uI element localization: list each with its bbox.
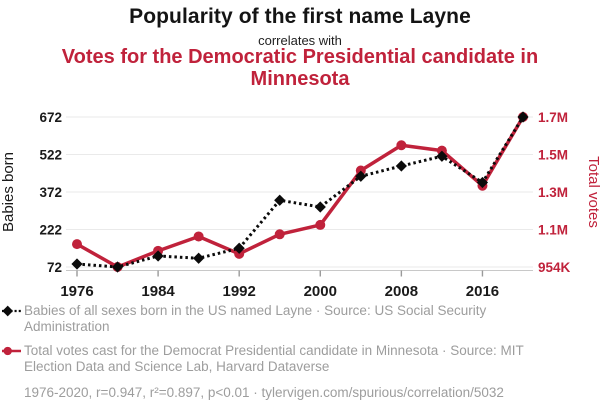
series-line-diamond [76, 116, 525, 269]
left-tick-label: 522 [39, 148, 62, 163]
right-tick-label: 1.1M [538, 223, 568, 238]
page-title: Popularity of the first name Layne [129, 5, 471, 28]
x-tick-label: 1976 [60, 283, 93, 300]
legend-label-babies: Babies of all sexes born in the US named… [24, 303, 487, 334]
data-point-diamond [436, 150, 448, 162]
stats-footnote: 1976-2020, r=0.947, r²=0.897, p<0.01 · t… [24, 385, 504, 400]
legend-label-votes: Total votes cast for the Democrat Presid… [24, 343, 524, 374]
subtitle: Votes for the Democratic Presidential ca… [61, 46, 539, 90]
diamond-dashed-line-icon [2, 305, 21, 317]
connector-text: correlates with [258, 33, 342, 48]
data-point-diamond [193, 252, 205, 264]
legend-item-votes: Total votes cast for the Democrat Presid… [2, 343, 598, 374]
right-axis-title: Total votes [585, 156, 600, 228]
data-point-circle [72, 239, 82, 250]
data-point-diamond [274, 194, 286, 206]
data-point-diamond [152, 250, 164, 262]
data-point-circle [315, 219, 326, 230]
legend-item-babies: Babies of all sexes born in the US named… [2, 303, 598, 334]
data-point-circle [193, 231, 204, 242]
correlation-line-chart: 1976 1984 1992 2000 2008 2016 72 222 372 522 672 95… [0, 110, 600, 300]
left-tick-label: 672 [39, 110, 62, 125]
x-tick-label: 1992 [222, 283, 255, 300]
data-point-diamond [355, 170, 367, 182]
data-point-diamond [71, 258, 83, 270]
right-tick-label: 1.3M [538, 185, 568, 200]
left-tick-label: 72 [47, 260, 62, 275]
legend: Babies of all sexes born in the US named… [2, 303, 598, 400]
data-point-diamond [111, 261, 124, 273]
x-tick-label: 2016 [466, 283, 499, 300]
data-point-diamond [395, 160, 407, 172]
x-tick-label: 2000 [304, 283, 337, 300]
data-point-diamond [476, 176, 489, 189]
left-axis-title: Babies born [0, 152, 17, 232]
data-point-diamond [314, 201, 326, 213]
series-line-circle [76, 116, 525, 269]
data-point-circle [355, 165, 366, 176]
right-tick-label: 954K [538, 260, 571, 275]
left-tick-label: 222 [39, 223, 62, 238]
circle-solid-line-icon [2, 346, 21, 356]
data-point-circle [436, 145, 447, 156]
data-point-diamond [233, 242, 245, 254]
data-point-circle [234, 248, 245, 259]
right-tick-label: 1.7M [538, 110, 568, 125]
x-tick-label: 2008 [385, 283, 418, 300]
data-point-circle [274, 229, 285, 240]
right-tick-label: 1.5M [538, 148, 568, 163]
data-point-circle [396, 140, 407, 151]
x-tick-label: 1984 [141, 283, 175, 300]
left-tick-label: 372 [39, 185, 62, 200]
